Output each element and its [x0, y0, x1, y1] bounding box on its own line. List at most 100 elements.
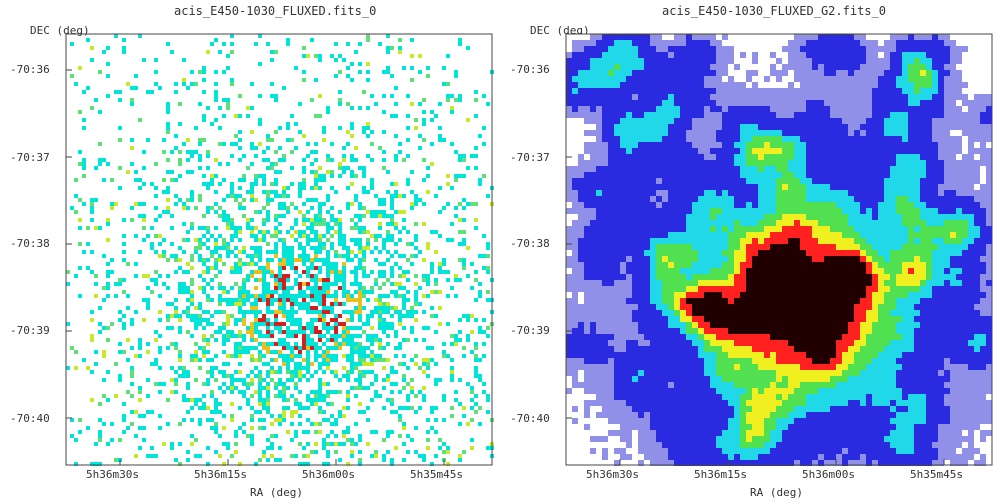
- pixel: [342, 294, 346, 298]
- pixel: [656, 136, 662, 142]
- pixel: [662, 316, 668, 322]
- pixel: [230, 378, 234, 382]
- pixel: [350, 334, 354, 338]
- pixel: [474, 226, 478, 230]
- pixel: [274, 218, 278, 222]
- pixel: [342, 338, 346, 342]
- pixel: [342, 282, 346, 286]
- pixel: [286, 210, 290, 214]
- pixel: [110, 270, 114, 274]
- pixel: [704, 40, 710, 46]
- pixel: [330, 242, 334, 246]
- pixel: [674, 262, 680, 268]
- pixel: [118, 166, 122, 170]
- pixel: [262, 266, 266, 270]
- pixel: [602, 82, 608, 88]
- pixel: [644, 424, 650, 430]
- pixel: [338, 410, 342, 414]
- pixel: [266, 202, 270, 206]
- pixel: [394, 330, 398, 334]
- pixel: [656, 112, 662, 118]
- pixel: [258, 386, 262, 390]
- pixel: [584, 142, 590, 148]
- pixel: [614, 178, 620, 184]
- pixel: [746, 100, 752, 106]
- pixel: [318, 54, 322, 58]
- pixel: [632, 142, 638, 148]
- pixel: [202, 182, 206, 186]
- pixel: [698, 274, 704, 280]
- pixel: [326, 354, 330, 358]
- pixel: [614, 286, 620, 292]
- pixel: [686, 232, 692, 238]
- pixel: [704, 58, 710, 64]
- pixel: [218, 214, 222, 218]
- pixel: [350, 342, 354, 346]
- pixel: [302, 366, 306, 370]
- pixel: [578, 226, 584, 232]
- pixel: [262, 274, 266, 278]
- pixel: [602, 244, 608, 250]
- pixel: [614, 232, 620, 238]
- pixel: [602, 274, 608, 280]
- pixel: [728, 310, 734, 316]
- pixel: [254, 226, 258, 230]
- pixel: [608, 94, 614, 100]
- pixel: [270, 190, 274, 194]
- pixel: [242, 178, 246, 182]
- pixel: [674, 232, 680, 238]
- pixel: [182, 282, 186, 286]
- pixel: [734, 232, 740, 238]
- pixel: [686, 154, 692, 160]
- pixel: [178, 354, 182, 358]
- pixel: [374, 390, 378, 394]
- pixel: [722, 82, 728, 88]
- pixel: [644, 304, 650, 310]
- pixel: [644, 106, 650, 112]
- pixel: [78, 218, 82, 222]
- pixel: [650, 352, 656, 358]
- pixel: [198, 302, 202, 306]
- pixel: [282, 282, 286, 286]
- pixel: [596, 310, 602, 316]
- pixel: [310, 238, 314, 242]
- pixel: [298, 378, 302, 382]
- pixel: [680, 310, 686, 316]
- pixel: [106, 62, 110, 66]
- pixel: [728, 34, 734, 40]
- pixel: [454, 214, 458, 218]
- pixel: [584, 178, 590, 184]
- pixel: [680, 148, 686, 154]
- pixel: [578, 76, 584, 82]
- pixel: [326, 258, 330, 262]
- pixel: [572, 424, 578, 430]
- pixel: [390, 266, 394, 270]
- pixel: [382, 326, 386, 330]
- pixel: [656, 208, 662, 214]
- pixel: [674, 256, 680, 262]
- pixel: [342, 414, 346, 418]
- pixel: [378, 250, 382, 254]
- pixel: [674, 172, 680, 178]
- pixel: [306, 350, 310, 354]
- pixel: [698, 82, 704, 88]
- pixel: [584, 58, 590, 64]
- pixel: [338, 98, 342, 102]
- pixel: [692, 304, 698, 310]
- pixel: [302, 250, 306, 254]
- pixel: [638, 322, 644, 328]
- pixel: [118, 138, 122, 142]
- pixel: [222, 442, 226, 446]
- pixel: [608, 196, 614, 202]
- pixel: [314, 278, 318, 282]
- pixel: [238, 158, 242, 162]
- pixel: [298, 326, 302, 330]
- pixel: [656, 178, 662, 184]
- pixel: [644, 334, 650, 340]
- pixel: [614, 298, 620, 304]
- pixel: [378, 202, 382, 206]
- pixel: [596, 322, 602, 328]
- pixel: [728, 364, 734, 370]
- pixel: [306, 306, 310, 310]
- pixel: [170, 390, 174, 394]
